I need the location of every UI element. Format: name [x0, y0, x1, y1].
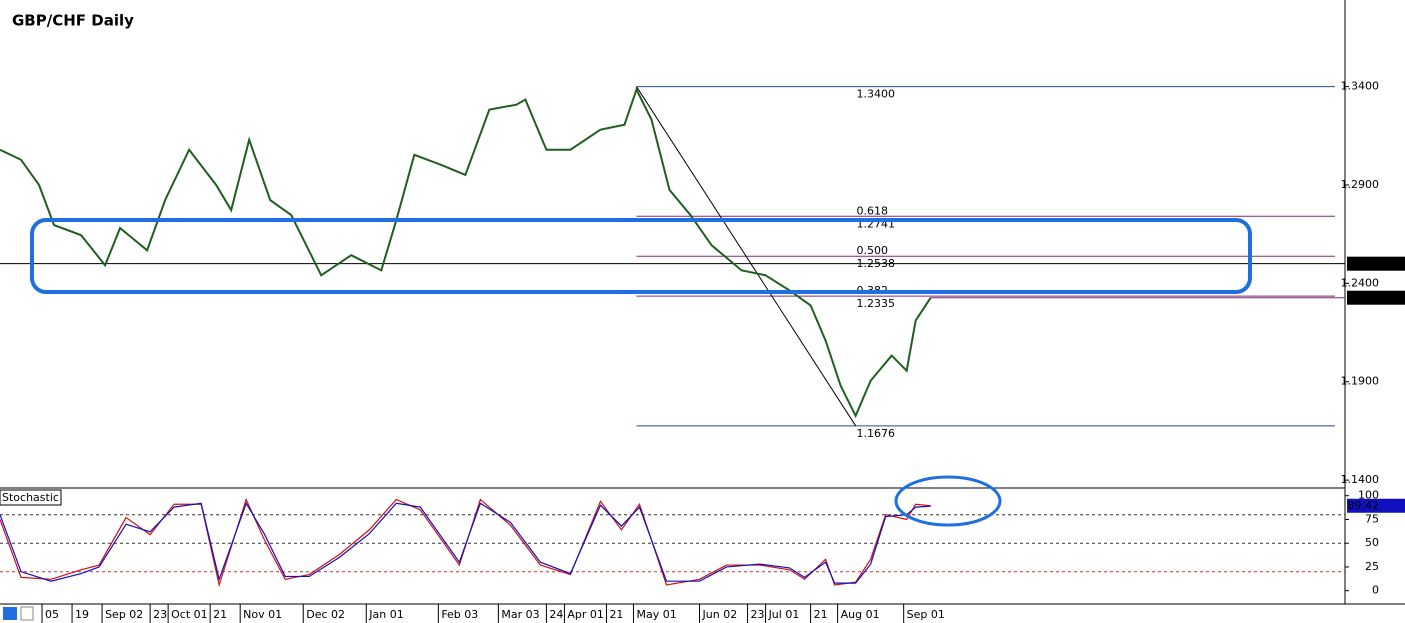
y-tick-label: 1.2400	[1341, 276, 1380, 289]
x-tick-label: Mar 03	[501, 608, 539, 621]
y-tick-label: 1.1400	[1341, 473, 1380, 486]
y-tick-label: 25	[1365, 560, 1379, 573]
x-tick-label: 23	[153, 608, 167, 621]
x-tick-label: 05	[45, 608, 59, 621]
x-tick-label: Dec 02	[306, 608, 345, 621]
y-tick-label: 1.3400	[1341, 80, 1380, 93]
x-tick-label: 21	[213, 608, 227, 621]
x-tick-label: 21	[814, 608, 828, 621]
x-tick-label: 19	[75, 608, 89, 621]
x-tick-label: Aug 01	[841, 608, 880, 621]
highlight-ellipse	[894, 475, 1002, 527]
toolbar-icon[interactable]	[3, 607, 17, 620]
price-tag-label: 1.2500	[1351, 257, 1390, 270]
x-tick-label: 24	[549, 608, 563, 621]
price-tag-label: 1.2327	[1358, 291, 1397, 304]
highlight-box	[30, 218, 1252, 294]
x-tick-label: Nov 01	[243, 608, 282, 621]
fib-price: 1.3400	[856, 88, 895, 101]
y-tick-label: 100	[1358, 489, 1379, 502]
chart-title: GBP/CHF Daily	[12, 12, 134, 30]
fib-ratio: 0.500	[856, 244, 888, 257]
trend-line	[636, 86, 857, 427]
x-tick-label: Jul 01	[768, 608, 800, 621]
panel-title: Stochastic	[2, 491, 59, 504]
x-tick-label: Jun 02	[702, 608, 738, 621]
x-tick-label: Sep 02	[105, 608, 143, 621]
y-tick-label: 0	[1372, 584, 1379, 597]
y-tick-label: 75	[1365, 512, 1379, 525]
x-tick-label: Sep 01	[907, 608, 945, 621]
price-tag	[1347, 290, 1405, 305]
fib-price: 1.1676	[856, 427, 895, 440]
y-tick-label: 50	[1365, 536, 1379, 549]
price-tag	[1347, 256, 1405, 271]
toolbar-icon[interactable]	[20, 606, 34, 621]
fib-ratio: 0.618	[856, 204, 888, 217]
y-tick-label: 1.1900	[1341, 375, 1380, 388]
x-tick-label: Jan 01	[368, 608, 403, 621]
x-tick-label: Feb 03	[441, 608, 478, 621]
x-tick-label: 23	[751, 608, 765, 621]
value-tag	[1347, 498, 1405, 513]
x-tick-label: Apr 01	[567, 608, 604, 621]
y-tick-label: 1.2900	[1341, 178, 1380, 191]
x-tick-label: 21	[609, 608, 623, 621]
x-tick-label: May 01	[636, 608, 676, 621]
value-tag-label: 89.42	[1348, 499, 1380, 512]
fib-price: 1.2335	[856, 297, 895, 310]
series-line	[0, 501, 931, 584]
panel-label-box	[0, 489, 62, 506]
series-line	[0, 86, 932, 419]
x-tick-label: Oct 01	[171, 608, 208, 621]
